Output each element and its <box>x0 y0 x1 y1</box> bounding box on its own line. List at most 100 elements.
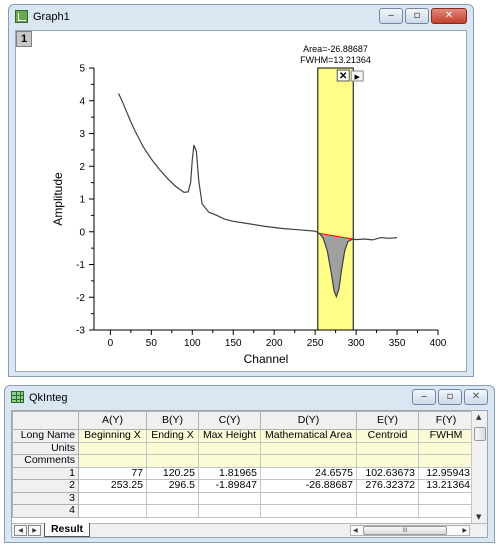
units-cell[interactable] <box>260 441 357 455</box>
column-header[interactable]: A(Y) <box>78 411 147 430</box>
data-cell[interactable] <box>146 504 199 518</box>
comments-cell[interactable] <box>78 454 147 468</box>
row-label-comments[interactable]: Comments <box>12 454 79 468</box>
maximize-button[interactable]: ▫ <box>405 8 429 24</box>
horizontal-scrollbar[interactable]: ◀ III ▶ <box>350 525 470 536</box>
data-cell[interactable]: 1.81965 <box>198 466 261 480</box>
data-cell[interactable] <box>356 504 419 518</box>
worksheet-close-button[interactable]: ✕ <box>464 389 488 405</box>
scroll-thumb[interactable] <box>474 427 486 441</box>
data-cell[interactable] <box>198 491 261 505</box>
row-index[interactable]: 4 <box>12 504 79 518</box>
x-tick-label: 350 <box>389 338 406 349</box>
scroll-right-icon[interactable]: ▶ <box>462 527 467 534</box>
minimize-button[interactable]: ‒ <box>379 8 403 24</box>
data-cell[interactable] <box>260 491 357 505</box>
worksheet-window: QkInteg ‒ ▫ ✕ A(Y) B(Y) C(Y) D(Y) E(Y) F… <box>4 385 495 543</box>
worksheet-titlebar[interactable]: QkInteg ‒ ▫ ✕ <box>5 386 494 410</box>
data-cell[interactable] <box>418 491 474 505</box>
data-cell[interactable]: -1.89847 <box>198 479 261 493</box>
comments-cell[interactable] <box>260 454 357 468</box>
worksheet-table[interactable]: A(Y) B(Y) C(Y) D(Y) E(Y) F(Y) Long Name … <box>12 411 474 518</box>
x-tick-label: 100 <box>184 338 201 349</box>
y-axis-label: Amplitude <box>51 172 65 226</box>
data-cell[interactable]: 13.21364 <box>418 479 474 493</box>
tab-result[interactable]: Result <box>44 523 90 537</box>
column-header[interactable]: B(Y) <box>146 411 199 430</box>
worksheet-minimize-button[interactable]: ‒ <box>412 389 436 405</box>
x-tick-label: 300 <box>348 338 365 349</box>
y-tick-label: 0 <box>79 227 85 238</box>
worksheet-maximize-button[interactable]: ▫ <box>438 389 462 405</box>
data-cell[interactable]: 77 <box>78 466 147 480</box>
units-cell[interactable] <box>78 441 147 455</box>
data-cell[interactable]: 24.6575 <box>260 466 357 480</box>
units-cell[interactable] <box>198 441 261 455</box>
long-name-cell[interactable]: Ending X <box>146 429 199 443</box>
data-cell[interactable]: 276.32372 <box>356 479 419 493</box>
units-cell[interactable] <box>418 441 474 455</box>
data-cell[interactable] <box>198 504 261 518</box>
scroll-left-icon[interactable]: ◀ <box>353 527 358 534</box>
row-index[interactable]: 1 <box>12 466 79 480</box>
close-icon: ✕ <box>471 391 481 402</box>
long-name-cell[interactable]: Max Height <box>198 429 261 443</box>
data-cell[interactable] <box>418 504 474 518</box>
data-cell[interactable] <box>78 504 147 518</box>
data-cell[interactable] <box>356 491 419 505</box>
units-cell[interactable] <box>356 441 419 455</box>
data-cell[interactable]: 296.5 <box>146 479 199 493</box>
vertical-scrollbar[interactable]: ▲ ▼ <box>471 411 487 523</box>
row-label-long-name[interactable]: Long Name <box>12 429 79 443</box>
data-cell[interactable]: 120.25 <box>146 466 199 480</box>
long-name-cell[interactable]: Beginning X <box>78 429 147 443</box>
long-name-row: Long Name Beginning X Ending X Max Heigh… <box>12 429 474 443</box>
data-cell[interactable]: 253.25 <box>78 479 147 493</box>
units-cell[interactable] <box>146 441 199 455</box>
data-cell[interactable]: -26.88687 <box>260 479 357 493</box>
close-icon: ✕ <box>444 10 454 21</box>
data-cell[interactable]: 102.63673 <box>356 466 419 480</box>
worksheet-grid[interactable]: A(Y) B(Y) C(Y) D(Y) E(Y) F(Y) Long Name … <box>11 410 488 538</box>
column-header[interactable]: D(Y) <box>260 411 357 430</box>
comments-cell[interactable] <box>146 454 199 468</box>
peak-area-fill <box>319 233 353 297</box>
x-axis-label: Channel <box>244 352 289 366</box>
graph-page[interactable]: 1 -3 -2 -1 0 1 2 3 4 5 0 50 100 150 200 250 300 350 400 Ch… <box>15 30 467 372</box>
long-name-cell[interactable]: Mathematical Area <box>260 429 357 443</box>
worksheet-title: QkInteg <box>29 392 68 404</box>
x-tick-label: 150 <box>225 338 242 349</box>
close-button[interactable]: ✕ <box>431 8 467 24</box>
x-tick-label: 0 <box>108 338 114 349</box>
data-cell[interactable] <box>78 491 147 505</box>
comments-cell[interactable] <box>198 454 261 468</box>
graph-window-title: Graph1 <box>33 11 70 23</box>
tab-prev-icon[interactable]: ◀ <box>14 525 27 536</box>
y-tick-label: 1 <box>79 195 85 206</box>
corner-cell[interactable] <box>12 411 79 430</box>
tab-next-icon[interactable]: ▶ <box>28 525 41 536</box>
remove-range-button[interactable] <box>336 69 350 82</box>
layer-tab[interactable]: 1 <box>16 31 32 47</box>
long-name-cell[interactable]: Centroid <box>356 429 419 443</box>
fwhm-annotation: FWHM=13.21364 <box>300 55 371 65</box>
graph-titlebar[interactable]: Graph1 ‒ ▫ ✕ <box>9 5 473 29</box>
comments-cell[interactable] <box>418 454 474 468</box>
column-header[interactable]: C(Y) <box>198 411 261 430</box>
row-index[interactable]: 2 <box>12 479 79 493</box>
next-range-button[interactable] <box>350 70 364 82</box>
hscroll-thumb[interactable]: III <box>363 526 447 535</box>
scroll-up-icon[interactable]: ▲ <box>476 413 482 421</box>
data-cell[interactable] <box>146 491 199 505</box>
comments-cell[interactable] <box>356 454 419 468</box>
row-label-units[interactable]: Units <box>12 441 79 455</box>
column-header[interactable]: F(Y) <box>418 411 474 430</box>
data-cell[interactable] <box>260 504 357 518</box>
long-name-cell[interactable]: FWHM <box>418 429 474 443</box>
column-header[interactable]: E(Y) <box>356 411 419 430</box>
data-cell[interactable]: 12.95943 <box>418 466 474 480</box>
scroll-down-icon[interactable]: ▼ <box>476 513 482 521</box>
row-index[interactable]: 3 <box>12 491 79 505</box>
x-tick-label: 200 <box>266 338 283 349</box>
